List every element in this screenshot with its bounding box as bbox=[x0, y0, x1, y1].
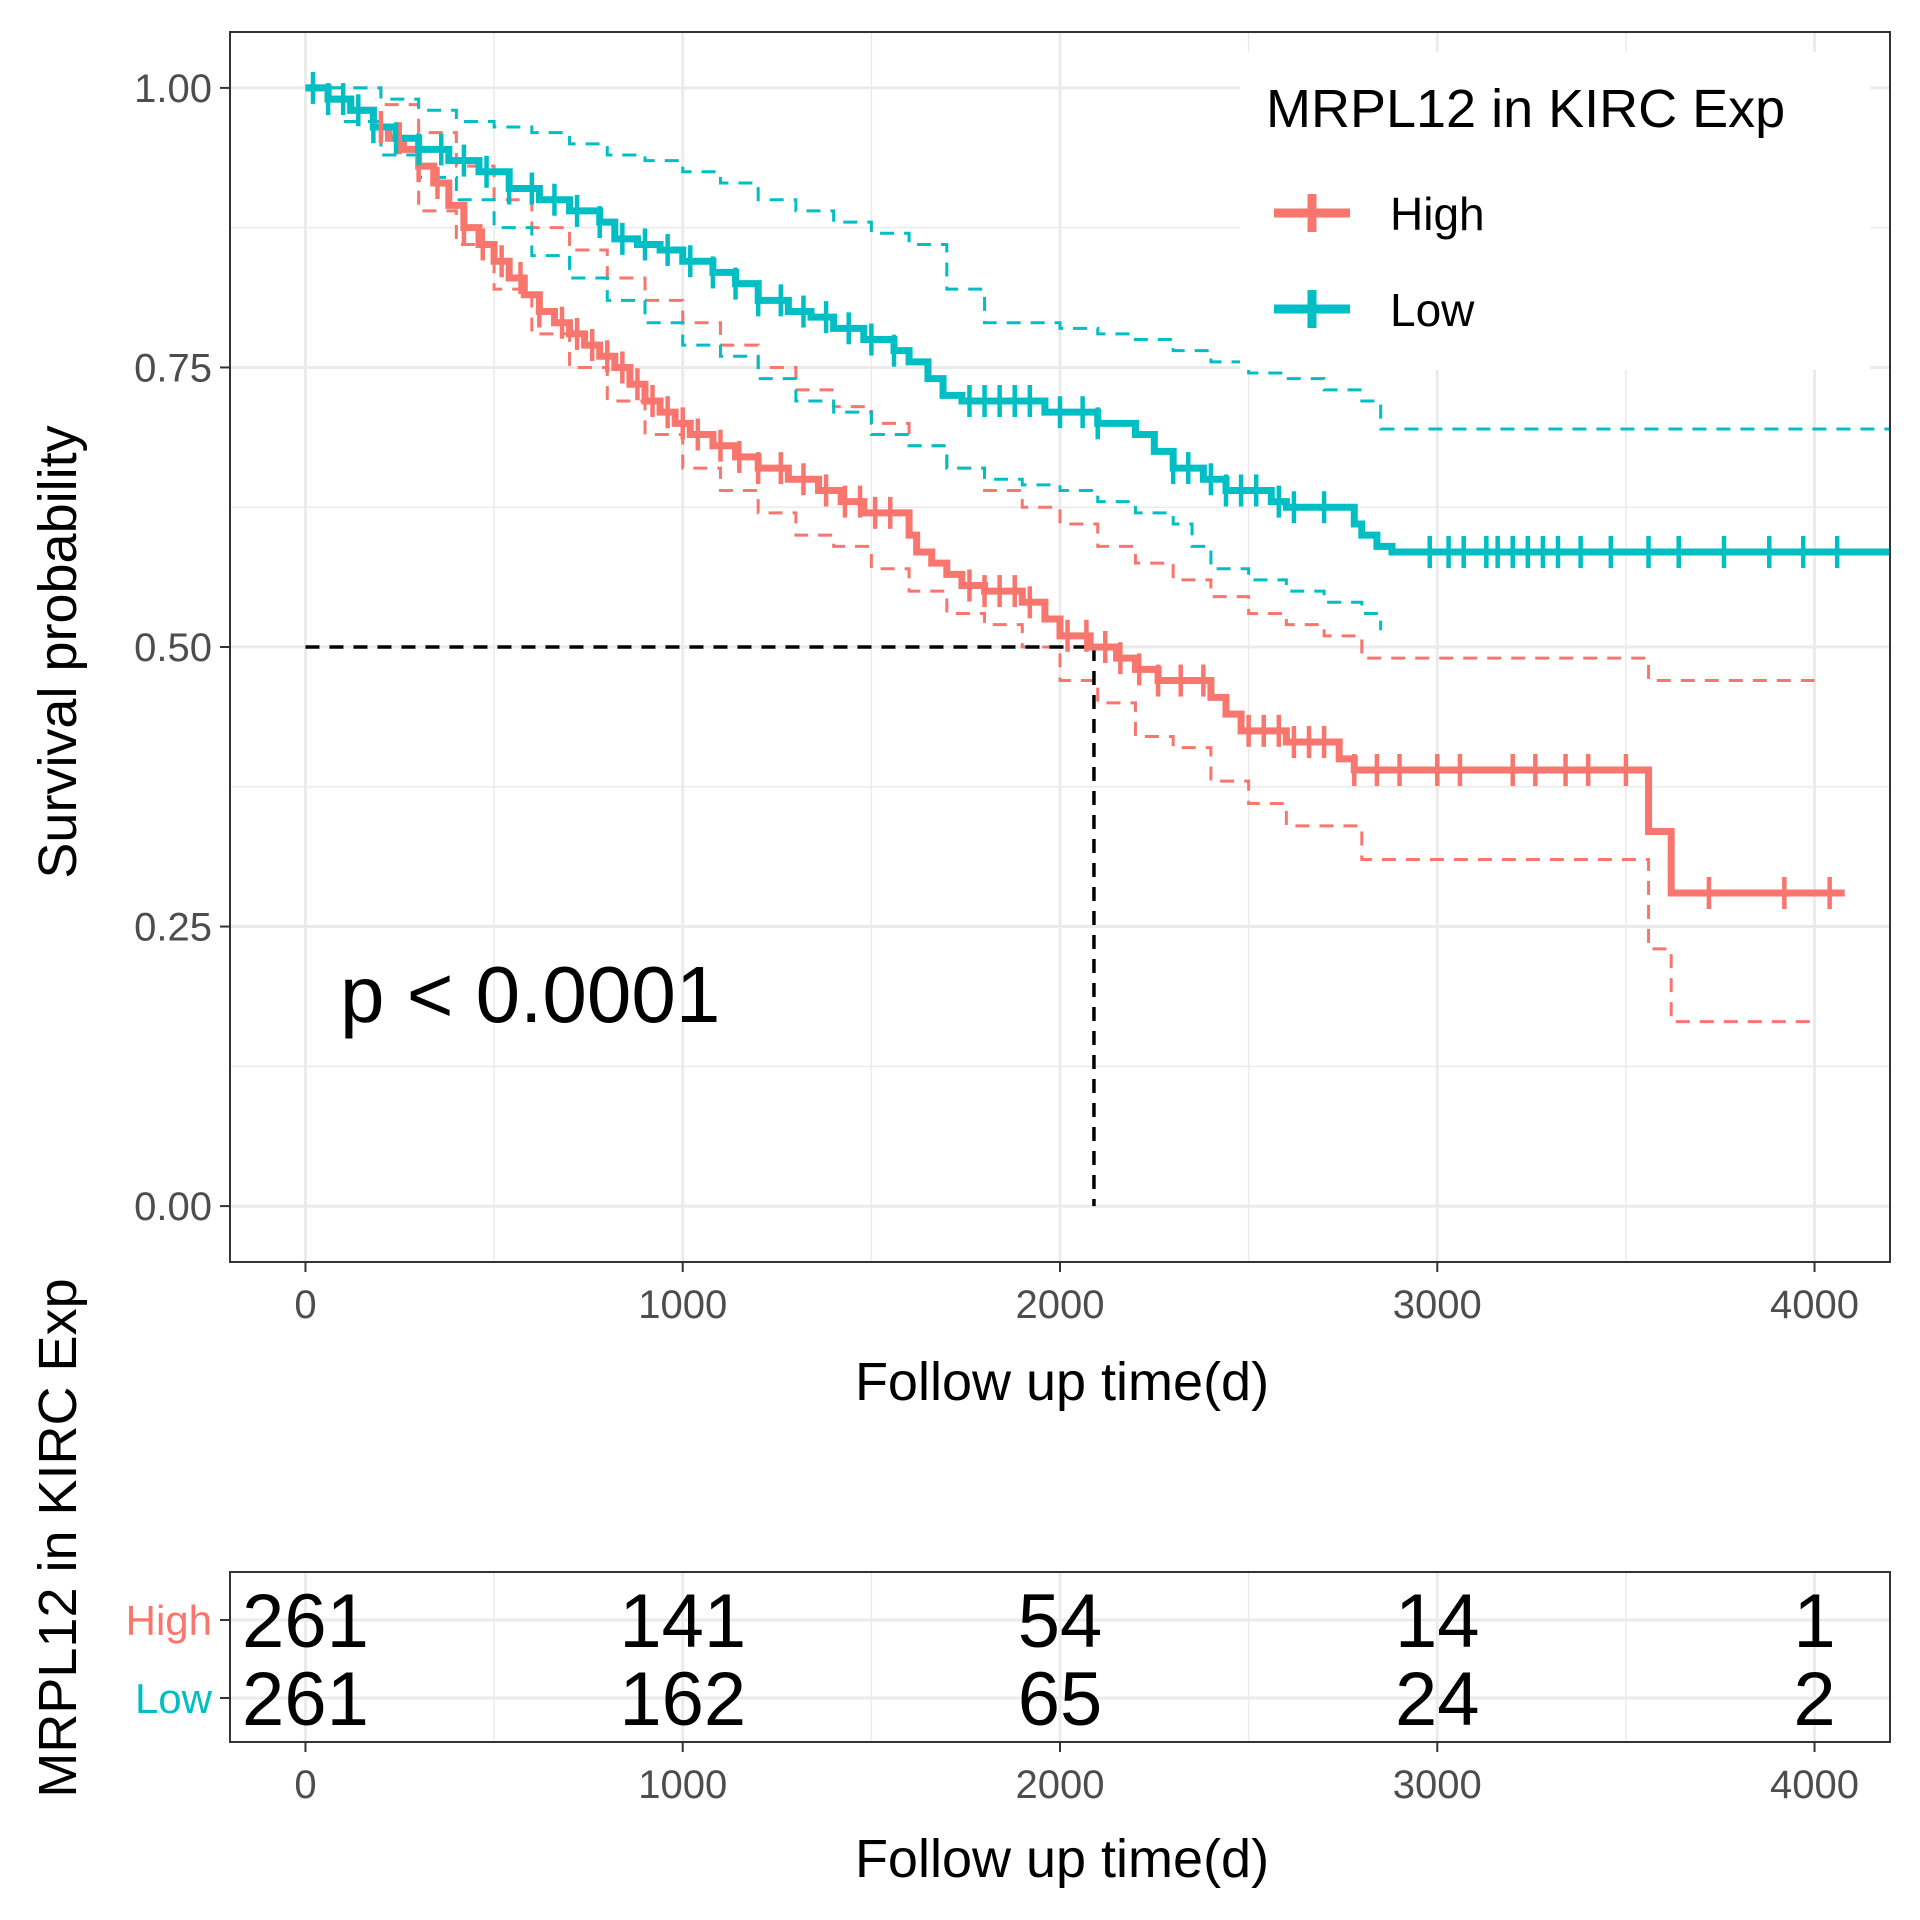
risk-count-low: 65 bbox=[1018, 1657, 1103, 1742]
risk-strata-label-low: Low bbox=[135, 1675, 213, 1722]
risk-count-low: 24 bbox=[1395, 1657, 1480, 1742]
risk-table-x-ticks: 0 1000 2000 3000 4000 bbox=[294, 1742, 1859, 1807]
risk-table-strata-labels: High Low bbox=[126, 1597, 230, 1722]
y-tick-label: 0.00 bbox=[134, 1185, 212, 1229]
risk-x-tick-label: 4000 bbox=[1770, 1763, 1859, 1807]
y-tick-label: 0.25 bbox=[134, 906, 212, 950]
risk-x-tick-label: 1000 bbox=[638, 1763, 727, 1807]
risk-count-low: 162 bbox=[619, 1657, 746, 1742]
median-survival-lines bbox=[305, 645, 1096, 1207]
ci-upper-low bbox=[305, 86, 1890, 431]
legend-label-low: Low bbox=[1390, 284, 1475, 336]
risk-x-tick-label: 3000 bbox=[1393, 1763, 1482, 1807]
risk-count-low: 261 bbox=[242, 1657, 369, 1742]
risk-count-high: 261 bbox=[242, 1579, 369, 1664]
ci-lower-low bbox=[305, 86, 1383, 631]
legend: MRPL12 in KIRC Exp High Low bbox=[1266, 79, 1785, 336]
risk-x-tick-label: 0 bbox=[294, 1763, 316, 1807]
y-tick-label: 0.75 bbox=[134, 346, 212, 390]
risk-count-high: 141 bbox=[619, 1579, 746, 1664]
confidence-bands bbox=[305, 86, 1890, 1024]
risk-table-gridlines bbox=[230, 1572, 1890, 1742]
legend-item-high: High bbox=[1274, 188, 1485, 240]
x-tick-label: 2000 bbox=[1016, 1283, 1105, 1327]
survival-plot: 0 1000 2000 3000 4000 0.00 0.25 0.50 0.75 1.00 p… bbox=[28, 31, 1891, 1412]
p-value-annotation: p < 0.0001 bbox=[340, 950, 720, 1039]
risk-x-tick-label: 2000 bbox=[1016, 1763, 1105, 1807]
x-tick-label: 0 bbox=[294, 1283, 316, 1327]
legend-title: MRPL12 in KIRC Exp bbox=[1266, 79, 1785, 139]
x-axis-ticks: 0 1000 2000 3000 4000 bbox=[294, 1262, 1859, 1327]
risk-strata-label-high: High bbox=[126, 1597, 212, 1644]
risk-count-low: 2 bbox=[1793, 1657, 1835, 1742]
x-tick-label: 4000 bbox=[1770, 1283, 1859, 1327]
x-axis-title: Follow up time(d) bbox=[855, 1352, 1269, 1412]
ci-lower-high bbox=[305, 86, 1815, 1024]
legend-item-low: Low bbox=[1274, 284, 1475, 336]
risk-count-high: 54 bbox=[1018, 1579, 1103, 1664]
y-axis-ticks: 0.00 0.25 0.50 0.75 1.00 bbox=[134, 67, 230, 1229]
risk-count-high: 1 bbox=[1793, 1579, 1835, 1664]
y-tick-label: 1.00 bbox=[134, 67, 212, 111]
risk-table-y-axis-title: MRPL12 in KIRC Exp bbox=[28, 1278, 88, 1797]
y-tick-label: 0.50 bbox=[134, 626, 212, 670]
y-axis-title: Survival probability bbox=[28, 425, 88, 878]
x-tick-label: 1000 bbox=[638, 1283, 727, 1327]
censor-marks bbox=[310, 71, 1840, 909]
ci-upper-high bbox=[305, 86, 1815, 683]
x-tick-label: 3000 bbox=[1393, 1283, 1482, 1327]
risk-count-high: 14 bbox=[1395, 1579, 1480, 1664]
risk-table-x-axis-title: Follow up time(d) bbox=[855, 1829, 1269, 1889]
legend-label-high: High bbox=[1390, 188, 1485, 240]
